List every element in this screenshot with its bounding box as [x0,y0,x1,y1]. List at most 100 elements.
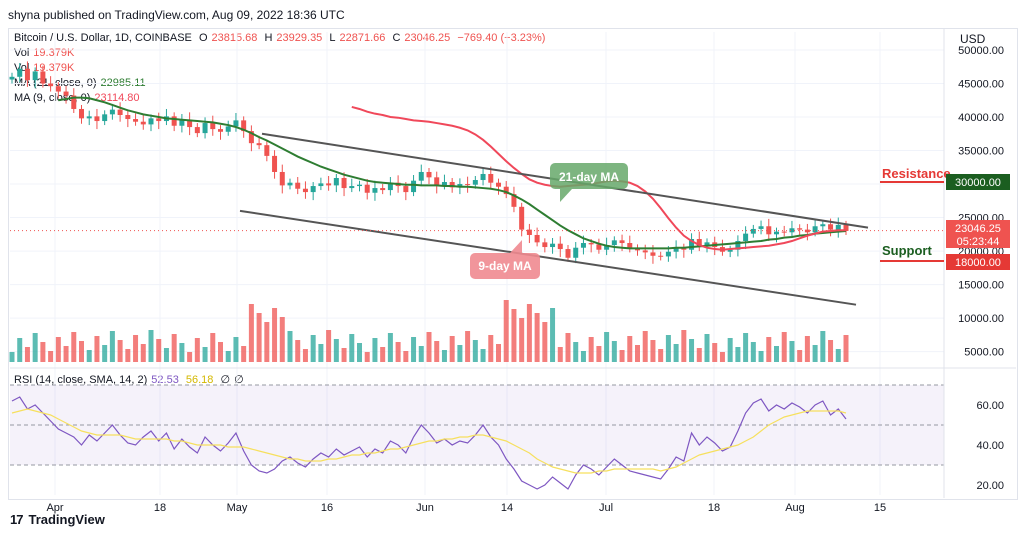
rsi-tick-label: 40.00 [976,440,1004,452]
volume-bar [604,332,610,362]
volume-bar [109,331,115,362]
candle-body [573,247,579,258]
volume-bar [148,330,154,362]
candle-body [488,173,494,183]
volume-bar [719,352,725,362]
price-tick-label: 15000.00 [958,280,1004,292]
volume-bar [295,340,301,362]
volume-bar [411,337,417,362]
candle-body [318,183,324,187]
rsi-pane [10,384,944,490]
candle-body [503,186,509,195]
volume-bar [341,348,347,362]
candle-body [727,249,733,252]
volume-bar [673,344,679,362]
x-tick-label: Aug [785,502,805,514]
candle-body [550,243,556,248]
candle-body [781,231,787,233]
volume-bar [781,332,787,362]
candle-body [480,173,486,181]
last-price-value: 23046.25 [955,223,1001,235]
candle-body [71,95,77,109]
candle-body [789,228,795,233]
candle-body [109,109,115,115]
volume-bar [395,342,401,362]
candle-body [264,145,270,156]
candle-body [804,229,810,233]
currency-label: USD [960,32,986,46]
candle-body [457,184,463,188]
volume-bar [596,346,602,362]
candle-body [835,224,841,230]
candle-body [526,229,532,235]
volume-bar [380,347,386,362]
candle-body [797,228,803,230]
volume-bars [9,300,849,362]
volume-bar [449,336,455,362]
volume-bar [156,339,162,362]
volume-bar [241,346,247,362]
candle-body [565,249,571,258]
candle-body [94,116,100,122]
candle-body [635,248,640,251]
candle-body [627,243,633,249]
volume-bar [503,300,509,362]
candle-body [218,129,223,132]
ma9-callout-label: 9-day MA [478,259,532,273]
candle-body [380,188,386,191]
footer-brand-text: TradingView [28,512,105,527]
candle-body [187,119,193,128]
support-value-box [946,254,1010,270]
volume-bar [843,335,849,362]
volume-bar [179,343,185,362]
volume-bar [758,351,764,362]
volume-bar [804,336,810,362]
volume-bar [550,308,556,362]
rsi-legend: RSI (14, close, SMA, 14, 2) 52.53 56.18 ∅… [14,374,244,386]
volume-bar [573,342,579,362]
volume-bar [519,318,525,362]
candle-body [233,120,239,127]
volume-bar [472,340,478,362]
ma21-line [58,96,847,250]
resistance-value-box [946,174,1010,190]
candle-body [225,126,231,132]
volume-bar [828,340,834,362]
candle-body [434,177,440,186]
candle-body [256,143,262,146]
x-tick-label: May [227,502,248,514]
volume-bar [272,308,278,362]
candle-body [241,120,247,132]
candle-body [418,171,424,181]
candle-body [580,243,586,248]
volume-bar [202,347,208,362]
volume-bar [812,345,818,362]
volume-bar [534,313,540,362]
price-tick-label: 35000.00 [958,146,1004,158]
x-tick-label: 14 [501,502,513,514]
volume-bar [225,351,231,362]
candle-body [210,123,216,130]
volume-bar [302,349,308,362]
candle-body [704,242,710,246]
volume-bar [86,350,92,362]
candle-body [248,131,254,144]
volume-bar [542,322,548,362]
candle-body [743,233,749,242]
volume-bar [171,334,177,362]
volume-bar [287,331,293,362]
candle-body [426,171,432,178]
candle-body [557,243,563,250]
x-tick-label: Apr [46,502,63,514]
volume-bar [588,337,594,362]
publisher-line: shyna published on TradingView.com, Aug … [8,8,345,22]
volume-bar [650,340,656,362]
candle-body [465,184,471,186]
candle-body [202,123,208,134]
candles [9,61,849,264]
x-tick-label: Jul [599,502,613,514]
volume-bar [565,333,571,362]
resistance-value: 30000.00 [955,177,1001,189]
rsi-tick-label: 60.00 [976,400,1004,412]
